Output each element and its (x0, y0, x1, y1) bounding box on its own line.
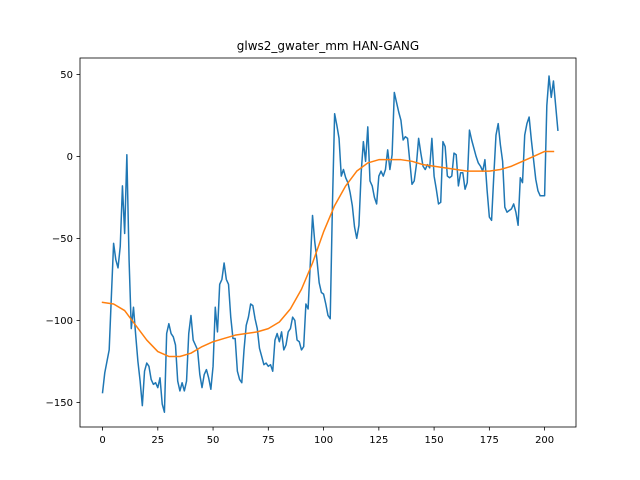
series-line-2 (101, 150, 555, 358)
x-tick-label: 50 (207, 435, 220, 446)
x-tick-label: 175 (480, 435, 499, 446)
x-tick-label: 25 (151, 435, 164, 446)
y-tick-label: −100 (46, 316, 73, 327)
x-tick-label: 200 (535, 435, 554, 446)
axes-layer: 0 25 50 75 100 125 150 175 200 −150 −100 −50 0 50 (46, 57, 577, 446)
x-tick-label: 125 (369, 435, 388, 446)
x-tick-label: 75 (262, 435, 275, 446)
x-tick-label: 0 (99, 435, 105, 446)
chart-title: glws2_gwater_mm HAN-GANG (237, 39, 419, 53)
y-tick-label: −150 (46, 398, 73, 409)
y-tick-label: 0 (67, 152, 73, 163)
y-tick-label: −50 (52, 234, 73, 245)
x-tick-label: 150 (425, 435, 444, 446)
plot-frame (79, 57, 577, 428)
series-line-1 (101, 75, 559, 413)
series-layer (101, 75, 559, 413)
y-tick-label: 50 (60, 70, 73, 81)
x-tick-label: 100 (314, 435, 333, 446)
